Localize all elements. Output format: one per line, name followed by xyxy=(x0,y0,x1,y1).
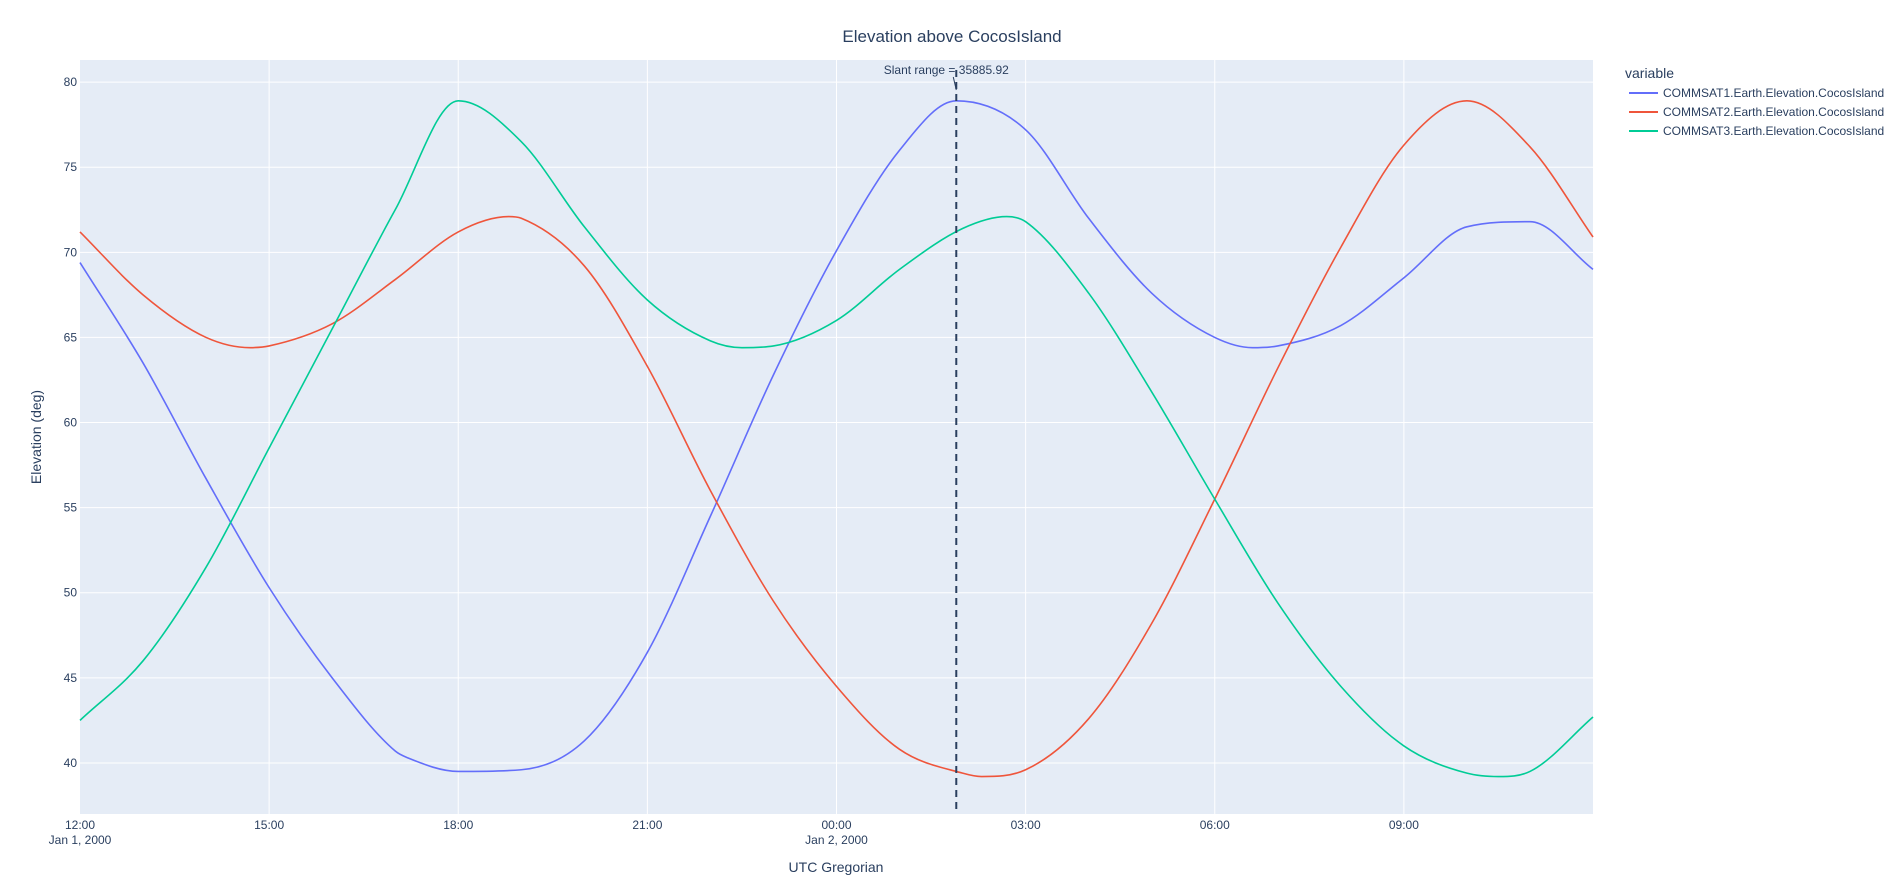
x-tick-label: 09:00 xyxy=(1389,818,1419,832)
legend-item-label: COMMSAT2.Earth.Elevation.CocosIsland xyxy=(1663,105,1884,119)
chart-title: Elevation above CocosIsland xyxy=(842,27,1061,46)
legend: variable COMMSAT1.Earth.Elevation.CocosI… xyxy=(1625,65,1884,138)
annotation-arrow xyxy=(952,76,957,91)
x-tick-date-label: Jan 1, 2000 xyxy=(49,833,112,847)
legend-item-commsat2[interactable]: COMMSAT2.Earth.Elevation.CocosIsland xyxy=(1629,105,1884,119)
x-tick-label: 06:00 xyxy=(1200,818,1230,832)
y-tick-label: 45 xyxy=(64,671,78,685)
y-tick-label: 75 xyxy=(64,160,78,174)
y-tick-label: 55 xyxy=(64,501,78,515)
series-line-commsat3 xyxy=(79,100,1594,778)
y-tick-label: 60 xyxy=(64,416,78,430)
x-axis-title: UTC Gregorian xyxy=(789,859,884,875)
series-line-commsat2 xyxy=(79,100,1594,778)
y-tick-label: 80 xyxy=(64,75,78,89)
x-tick-label: 00:00 xyxy=(821,818,851,832)
legend-item-label: COMMSAT1.Earth.Elevation.CocosIsland xyxy=(1663,86,1884,100)
legend-item-label: COMMSAT3.Earth.Elevation.CocosIsland xyxy=(1663,124,1884,138)
x-tick-label: 12:00 xyxy=(65,818,95,832)
y-tick-label: 70 xyxy=(64,245,78,259)
slant-range-annotation: Slant range = 35885.92 xyxy=(884,63,1009,91)
x-tick-label: 15:00 xyxy=(254,818,284,832)
legend-item-commsat3[interactable]: COMMSAT3.Earth.Elevation.CocosIsland xyxy=(1629,124,1884,138)
y-axis-title: Elevation (deg) xyxy=(28,390,44,484)
x-tick-label: 21:00 xyxy=(632,818,662,832)
slant-range-annotation-text: Slant range = 35885.92 xyxy=(884,63,1009,77)
series-lines xyxy=(79,100,1594,778)
y-tick-label: 40 xyxy=(64,756,78,770)
y-tick-label: 65 xyxy=(64,330,78,344)
legend-items: COMMSAT1.Earth.Elevation.CocosIsland COMM… xyxy=(1629,86,1884,138)
x-tick-label: 03:00 xyxy=(1011,818,1041,832)
x-tick-label: 18:00 xyxy=(443,818,473,832)
y-tick-label: 50 xyxy=(64,586,78,600)
y-axis-ticks: 40 45 50 55 60 65 70 75 80 xyxy=(64,75,78,770)
legend-title: variable xyxy=(1625,65,1674,81)
x-tick-date-label: Jan 2, 2000 xyxy=(805,833,868,847)
series-line-commsat1 xyxy=(79,100,1594,773)
legend-item-commsat1[interactable]: COMMSAT1.Earth.Elevation.CocosIsland xyxy=(1629,86,1884,100)
